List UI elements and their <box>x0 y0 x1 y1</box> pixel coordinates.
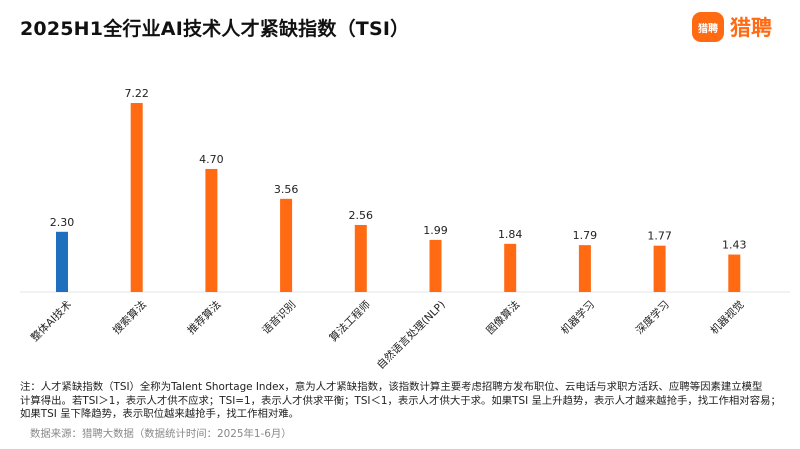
liepin-badge-icon: 猎聘 <box>692 12 724 42</box>
bar-value-label: 7.22 <box>124 87 149 100</box>
bar-10 <box>728 254 741 292</box>
bar-value-label: 1.77 <box>647 230 672 243</box>
category-tick-label: 推荐算法 <box>185 298 224 337</box>
footnote-line-2: 计算得出。若TSI＞1，表示人才供不应求；TSI=1，表示人才供求平衡；TSI＜… <box>20 394 781 407</box>
bar-6 <box>429 239 442 292</box>
page-title: 2025H1全行业AI技术人才紧缺指数（TSI） <box>20 18 410 40</box>
category-tick-label: 算法工程师 <box>327 298 373 344</box>
tsi-bar-chart: 2.30 整体AI技术 7.22 搜索算法 4.70 推荐算法 3.56 语音识别 2.56 算法… <box>20 87 790 372</box>
footnote-line-3: 如果TSI 呈下降趋势，表示职位越来越抢手，找工作相对难。 <box>20 408 300 421</box>
footnote: 注：人才紧缺指数（TSI）全称为Talent Shortage Index，意为… <box>20 381 790 422</box>
bar-value-label: 4.70 <box>199 153 224 166</box>
bar-4 <box>280 198 293 292</box>
category-tick-label: 图像算法 <box>484 298 523 337</box>
bar-value-label: 3.56 <box>274 183 299 196</box>
bar-3 <box>205 168 218 292</box>
bar-series: 2.30 整体AI技术 7.22 搜索算法 4.70 推荐算法 3.56 语音识别 2.56 算法… <box>28 87 746 372</box>
bar-value-label: 1.79 <box>573 229 598 242</box>
bar-1 <box>56 231 68 292</box>
category-tick-label: 语音识别 <box>259 298 298 337</box>
category-tick-label: 整体AI技术 <box>28 298 75 345</box>
bar-value-label: 1.84 <box>498 228 523 241</box>
bar-value-label: 1.43 <box>722 239 747 252</box>
footnote-line-1: 注：人才紧缺指数（TSI）全称为Talent Shortage Index，意为… <box>20 381 763 393</box>
bar-9 <box>653 245 666 292</box>
category-tick-label: 机器学习 <box>558 298 597 337</box>
bar-7 <box>504 243 517 292</box>
bar-8 <box>578 245 591 292</box>
category-tick-label: 搜索算法 <box>110 298 149 337</box>
bar-value-label: 1.99 <box>423 224 448 237</box>
liepin-logo: 猎聘 猎聘 <box>692 12 772 42</box>
bar-5 <box>354 224 367 292</box>
bar-value-label: 2.30 <box>50 216 75 229</box>
bar-2 <box>130 103 143 292</box>
data-source: 数据来源：猎聘大数据（数据统计时间：2025年1-6月） <box>30 428 292 440</box>
category-tick-label: 机器视觉 <box>708 298 747 337</box>
bar-value-label: 2.56 <box>349 209 374 222</box>
category-tick-label: 深度学习 <box>633 298 672 337</box>
category-tick-label: 自然语言处理(NLP) <box>374 298 448 372</box>
liepin-logo-text: 猎聘 <box>730 16 772 40</box>
